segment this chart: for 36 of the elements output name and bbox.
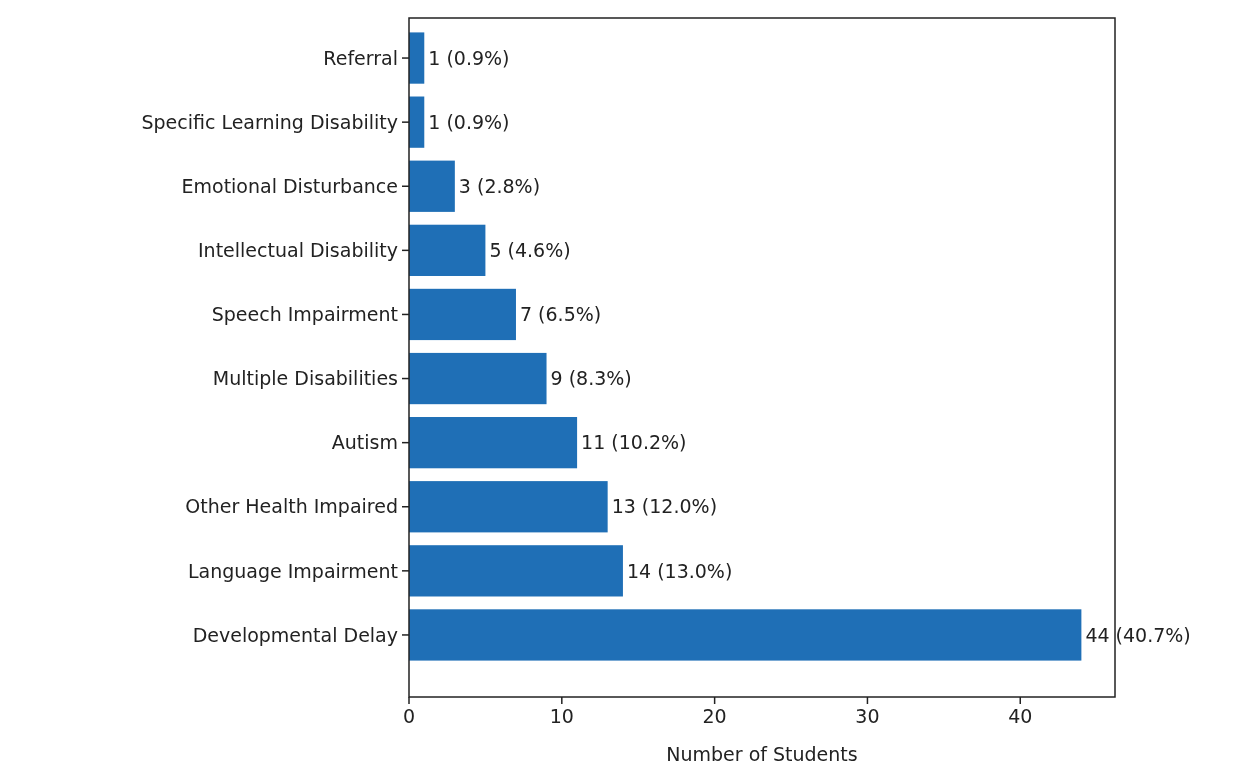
- y-tick-label: Other Health Impaired: [185, 495, 398, 518]
- x-tick-label: 0: [402, 705, 416, 727]
- data-label: 14 (13.0%): [626, 559, 733, 582]
- bar: [409, 352, 547, 405]
- bar: [409, 609, 1082, 661]
- y-tick-label: Referral: [323, 46, 398, 69]
- bar: [409, 160, 455, 212]
- data-label: 13 (12.0%): [611, 495, 718, 518]
- y-tick-label: Language Impairment: [187, 559, 398, 582]
- data-label: 1 (0.9%): [428, 46, 510, 69]
- bar: [409, 96, 425, 148]
- data-label: 3 (2.8%): [458, 174, 541, 197]
- bar: [409, 417, 578, 469]
- y-tick-label: Intellectual Disability: [198, 239, 398, 261]
- x-tick-label: 30: [855, 705, 880, 727]
- bar: [409, 481, 608, 533]
- bar: [409, 32, 425, 84]
- bar: [409, 545, 623, 597]
- data-label: 9 (8.3%): [550, 367, 632, 390]
- x-tick-label: 10: [549, 705, 574, 727]
- x-tick-label: 20: [702, 705, 727, 727]
- data-label: 11 (10.2%): [581, 431, 687, 454]
- bar: [409, 288, 516, 341]
- data-label: 1 (0.9%): [428, 110, 510, 133]
- y-tick-label: Speech Impairment: [211, 303, 398, 326]
- y-tick-label: Autism: [331, 431, 398, 454]
- data-label: 5 (4.6%): [489, 239, 571, 261]
- y-tick-label: Specific Learning Disability: [141, 110, 398, 133]
- y-tick-label: Multiple Disabilities: [212, 367, 398, 390]
- data-label: 7 (6.5%): [519, 303, 602, 326]
- y-tick-label: Developmental Delay: [192, 623, 398, 646]
- bar: [409, 224, 486, 276]
- x-tick-label: 40: [1008, 705, 1033, 727]
- x-axis-title: Number of Students: [666, 743, 858, 765]
- y-tick-label: Emotional Disturbance: [181, 174, 398, 197]
- data-label: 44 (40.7%): [1085, 623, 1191, 646]
